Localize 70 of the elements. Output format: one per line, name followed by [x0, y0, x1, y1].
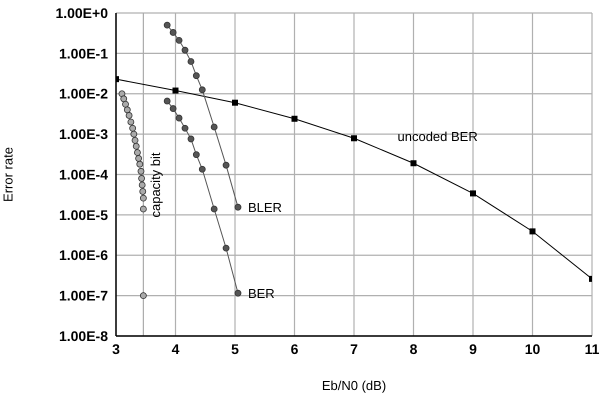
point — [188, 58, 194, 65]
text: capacity bit — [148, 152, 164, 218]
point — [176, 36, 182, 44]
point — [132, 136, 138, 144]
point — [232, 100, 238, 106]
point — [182, 46, 188, 54]
point — [234, 204, 242, 211]
y-tick-label: 1.00E+0 — [55, 4, 108, 21]
point — [138, 182, 146, 188]
x-tick-label: 4 — [172, 340, 180, 357]
point — [198, 86, 206, 94]
point — [127, 118, 134, 126]
point — [182, 124, 188, 132]
point — [140, 194, 147, 202]
y-tick-label: 1.00E-5 — [58, 206, 108, 223]
point — [176, 114, 182, 122]
point — [470, 190, 476, 196]
point — [170, 29, 177, 36]
y-tick-label: 1.00E-2 — [58, 86, 108, 102]
series-label: uncoded BER — [398, 129, 478, 144]
point — [136, 160, 144, 168]
point — [120, 95, 128, 102]
y-tick-label: 1.00E-7 — [58, 288, 108, 304]
point — [192, 72, 200, 80]
point — [530, 228, 536, 234]
y-tick-label: 1.00E-1 — [58, 45, 108, 62]
point — [126, 112, 132, 119]
point — [410, 160, 416, 166]
point — [132, 142, 140, 150]
x-tick-label: 7 — [350, 340, 358, 357]
y-tick-label: 1.00E-8 — [58, 328, 108, 344]
point — [222, 162, 230, 169]
y-tick-label: 1.00E-4 — [58, 166, 108, 182]
x-tick-label: 11 — [584, 340, 600, 357]
x-tick-label: 5 — [231, 340, 240, 357]
point — [140, 292, 147, 300]
y-axis-title: Error rate — [0, 147, 16, 202]
point — [351, 135, 357, 142]
point — [138, 168, 144, 175]
point — [210, 206, 218, 212]
point — [122, 100, 129, 108]
point — [198, 166, 206, 173]
point — [210, 124, 218, 130]
x-tick-label: 10 — [524, 340, 540, 357]
x-axis-title: Eb/N0 (dB) — [322, 378, 386, 393]
x-tick-label: 3 — [112, 340, 120, 357]
point — [130, 130, 138, 138]
point — [292, 116, 298, 122]
point — [164, 98, 171, 104]
point — [139, 188, 146, 195]
point — [192, 151, 200, 158]
point — [222, 244, 230, 252]
x-tick-label: 8 — [410, 340, 418, 357]
series-label: BER — [248, 286, 275, 302]
point — [124, 106, 131, 114]
point — [129, 124, 136, 132]
y-tick-label: 1.00E-6 — [58, 247, 108, 264]
point — [234, 290, 242, 297]
point — [140, 206, 147, 212]
x-tick-label: 6 — [290, 340, 299, 357]
x-tick-label: 9 — [469, 340, 478, 357]
point — [135, 155, 142, 162]
point — [170, 105, 177, 112]
y-tick-label: 1.00E-3 — [58, 126, 108, 142]
point — [134, 149, 141, 156]
point — [172, 88, 178, 94]
point — [164, 22, 171, 29]
point — [188, 136, 194, 142]
point — [138, 175, 145, 182]
series-label: BLER — [248, 200, 282, 216]
